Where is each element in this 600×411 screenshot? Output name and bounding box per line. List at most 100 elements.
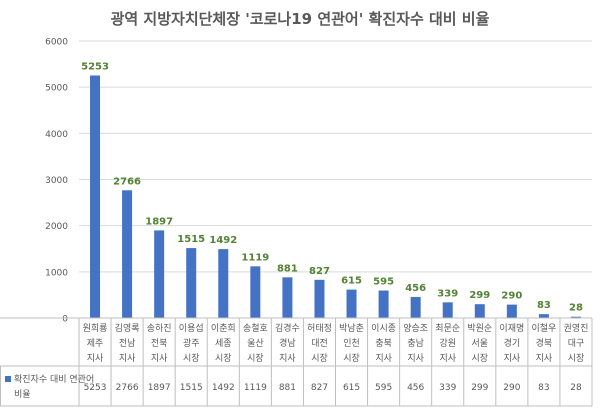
category-label: 이시종 [371, 323, 396, 334]
category-label: 충북 [375, 338, 392, 349]
table-value: 5253 [84, 383, 107, 393]
data-label: 339 [437, 288, 458, 299]
category-label: 김영록 [115, 322, 140, 334]
bar [506, 304, 517, 318]
category-label: 서울 [472, 338, 489, 349]
category-label: 제주 [87, 338, 104, 349]
category-label: 원희룡 [83, 322, 108, 334]
category-label: 전남 [119, 338, 136, 349]
category-label: 지사 [279, 353, 296, 364]
table-value: 456 [407, 383, 424, 393]
category-label: 전북 [151, 338, 168, 349]
category-label: 시장 [183, 353, 200, 364]
category-label: 최문순 [435, 323, 460, 334]
data-label: 595 [373, 277, 394, 288]
category-label: 경북 [536, 337, 553, 349]
bar [410, 296, 421, 318]
bar [186, 248, 197, 318]
legend-label: 확진자수 대비 연관어 비율 [14, 373, 94, 400]
bar [218, 249, 229, 318]
category-label: 이재명 [499, 323, 524, 334]
table-value: 881 [279, 383, 296, 393]
category-label: 송철호 [243, 323, 268, 334]
category-label: 허태정 [307, 323, 332, 334]
table-value: 615 [343, 383, 360, 393]
bar [90, 75, 101, 318]
bar [314, 279, 325, 318]
bar [154, 230, 165, 318]
table-value: 299 [471, 383, 488, 393]
y-tick-label: 5000 [45, 84, 68, 94]
category-label: 권영진 [564, 322, 589, 334]
category-label: 송하진 [147, 323, 172, 334]
bar [538, 314, 549, 318]
category-label: 지사 [407, 353, 424, 364]
category-label: 지사 [536, 353, 553, 364]
data-label: 456 [405, 283, 426, 294]
table-value: 1119 [244, 383, 267, 393]
y-tick-label: 6000 [45, 38, 68, 48]
category-label: 충남 [407, 338, 424, 349]
bar [282, 277, 293, 318]
y-tick-label: 0 [62, 315, 68, 325]
category-label: 양승조 [403, 323, 428, 334]
category-label: 지사 [119, 353, 136, 364]
category-label: 이철우 [531, 323, 556, 334]
category-label: 울산 [247, 338, 264, 349]
category-label: 지사 [151, 353, 168, 364]
y-tick-label: 1000 [45, 268, 68, 278]
category-label: 김경수 [275, 322, 300, 334]
y-tick-label: 3000 [45, 176, 68, 186]
data-label: 28 [569, 303, 583, 314]
data-label: 1897 [145, 216, 173, 227]
category-label: 경기 [504, 337, 521, 349]
category-label: 광주 [183, 337, 200, 349]
data-label: 2766 [113, 176, 141, 187]
category-label: 시장 [247, 353, 264, 364]
table-value: 290 [503, 383, 520, 393]
category-label: 이춘희 [211, 322, 236, 334]
table-value: 339 [439, 383, 456, 393]
table-value: 1897 [148, 383, 171, 393]
data-label: 5253 [81, 61, 109, 72]
bar [122, 190, 133, 318]
chart-title: 광역 지방자치단체장 '코로나19 연관어' 확진자수 대비 비율 [110, 10, 490, 28]
category-label: 경남 [279, 337, 296, 349]
category-label: 세종 [215, 338, 232, 349]
table-value: 827 [311, 383, 328, 393]
category-label: 시장 [215, 353, 232, 364]
y-tick-label: 2000 [45, 222, 68, 232]
table-value: 83 [538, 383, 549, 393]
data-label: 1492 [209, 235, 237, 246]
category-label: 대구 [568, 338, 585, 349]
data-label: 1119 [241, 252, 269, 263]
data-label: 827 [309, 266, 330, 277]
data-label: 299 [469, 290, 490, 301]
data-label: 881 [277, 263, 298, 274]
bar [346, 289, 357, 318]
category-label: 시장 [343, 353, 360, 364]
table-value: 595 [375, 383, 392, 393]
bar [378, 290, 389, 318]
category-label: 시장 [472, 353, 489, 364]
category-label: 지사 [504, 353, 521, 364]
category-label: 시장 [568, 353, 585, 364]
category-label: 박남춘 [339, 323, 364, 334]
category-label: 지사 [375, 353, 392, 364]
table-value: 1515 [180, 383, 203, 393]
category-label: 이용섭 [179, 323, 204, 334]
category-label: 지사 [87, 353, 104, 364]
y-tick-label: 4000 [45, 130, 68, 140]
legend-swatch [5, 376, 11, 382]
category-label: 지사 [439, 353, 456, 364]
category-label: 대전 [311, 338, 328, 349]
category-label: 박원순 [467, 323, 492, 334]
table-value: 28 [570, 383, 582, 393]
bar [442, 302, 453, 318]
data-label: 1515 [177, 234, 205, 245]
table-value: 1492 [212, 383, 235, 393]
data-label: 615 [341, 276, 362, 287]
data-label: 290 [501, 291, 522, 302]
